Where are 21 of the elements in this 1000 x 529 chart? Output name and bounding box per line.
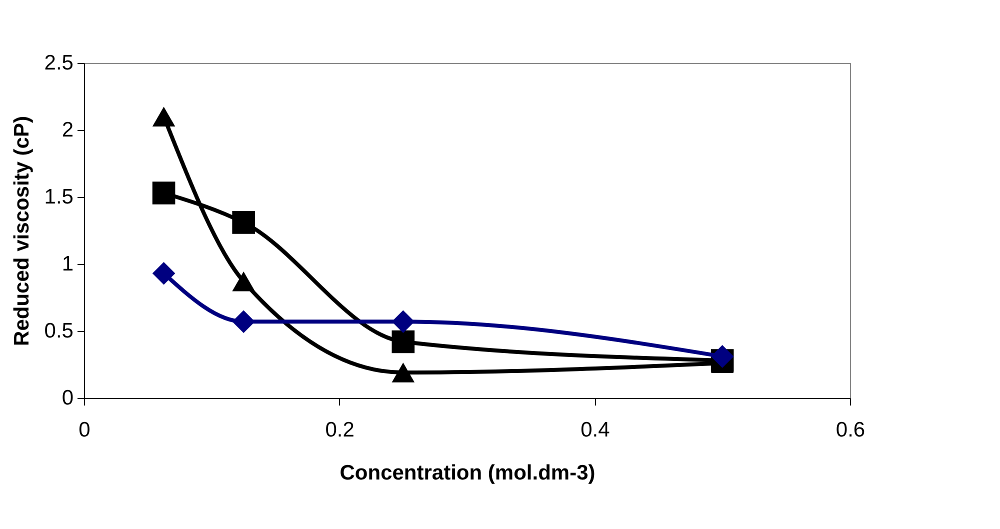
point — [392, 310, 415, 334]
x-tick-label: 0.2 — [325, 418, 354, 442]
y-axis-title: Reduced viscosity (cP) — [10, 116, 34, 346]
point — [392, 362, 415, 382]
point — [152, 182, 176, 204]
y-tick-label: 1 — [62, 252, 74, 276]
x-tick-label: 0 — [78, 418, 90, 442]
x-tick-label: 0.4 — [580, 418, 610, 442]
point — [232, 310, 255, 334]
point — [152, 106, 176, 126]
x-tick-label: 0.6 — [836, 418, 866, 442]
point — [232, 272, 255, 292]
y-tick-label: 0.5 — [44, 320, 74, 342]
point — [232, 211, 255, 234]
x-axis-title: Concentration (mol.dm-3) — [340, 462, 596, 484]
point — [152, 262, 176, 285]
y-tick-label: 2.5 — [44, 52, 74, 74]
point — [392, 330, 415, 354]
y-tick-label: 2 — [62, 118, 74, 142]
y-tick-label: 0 — [62, 386, 74, 410]
y-tick-label: 1.5 — [44, 186, 74, 208]
